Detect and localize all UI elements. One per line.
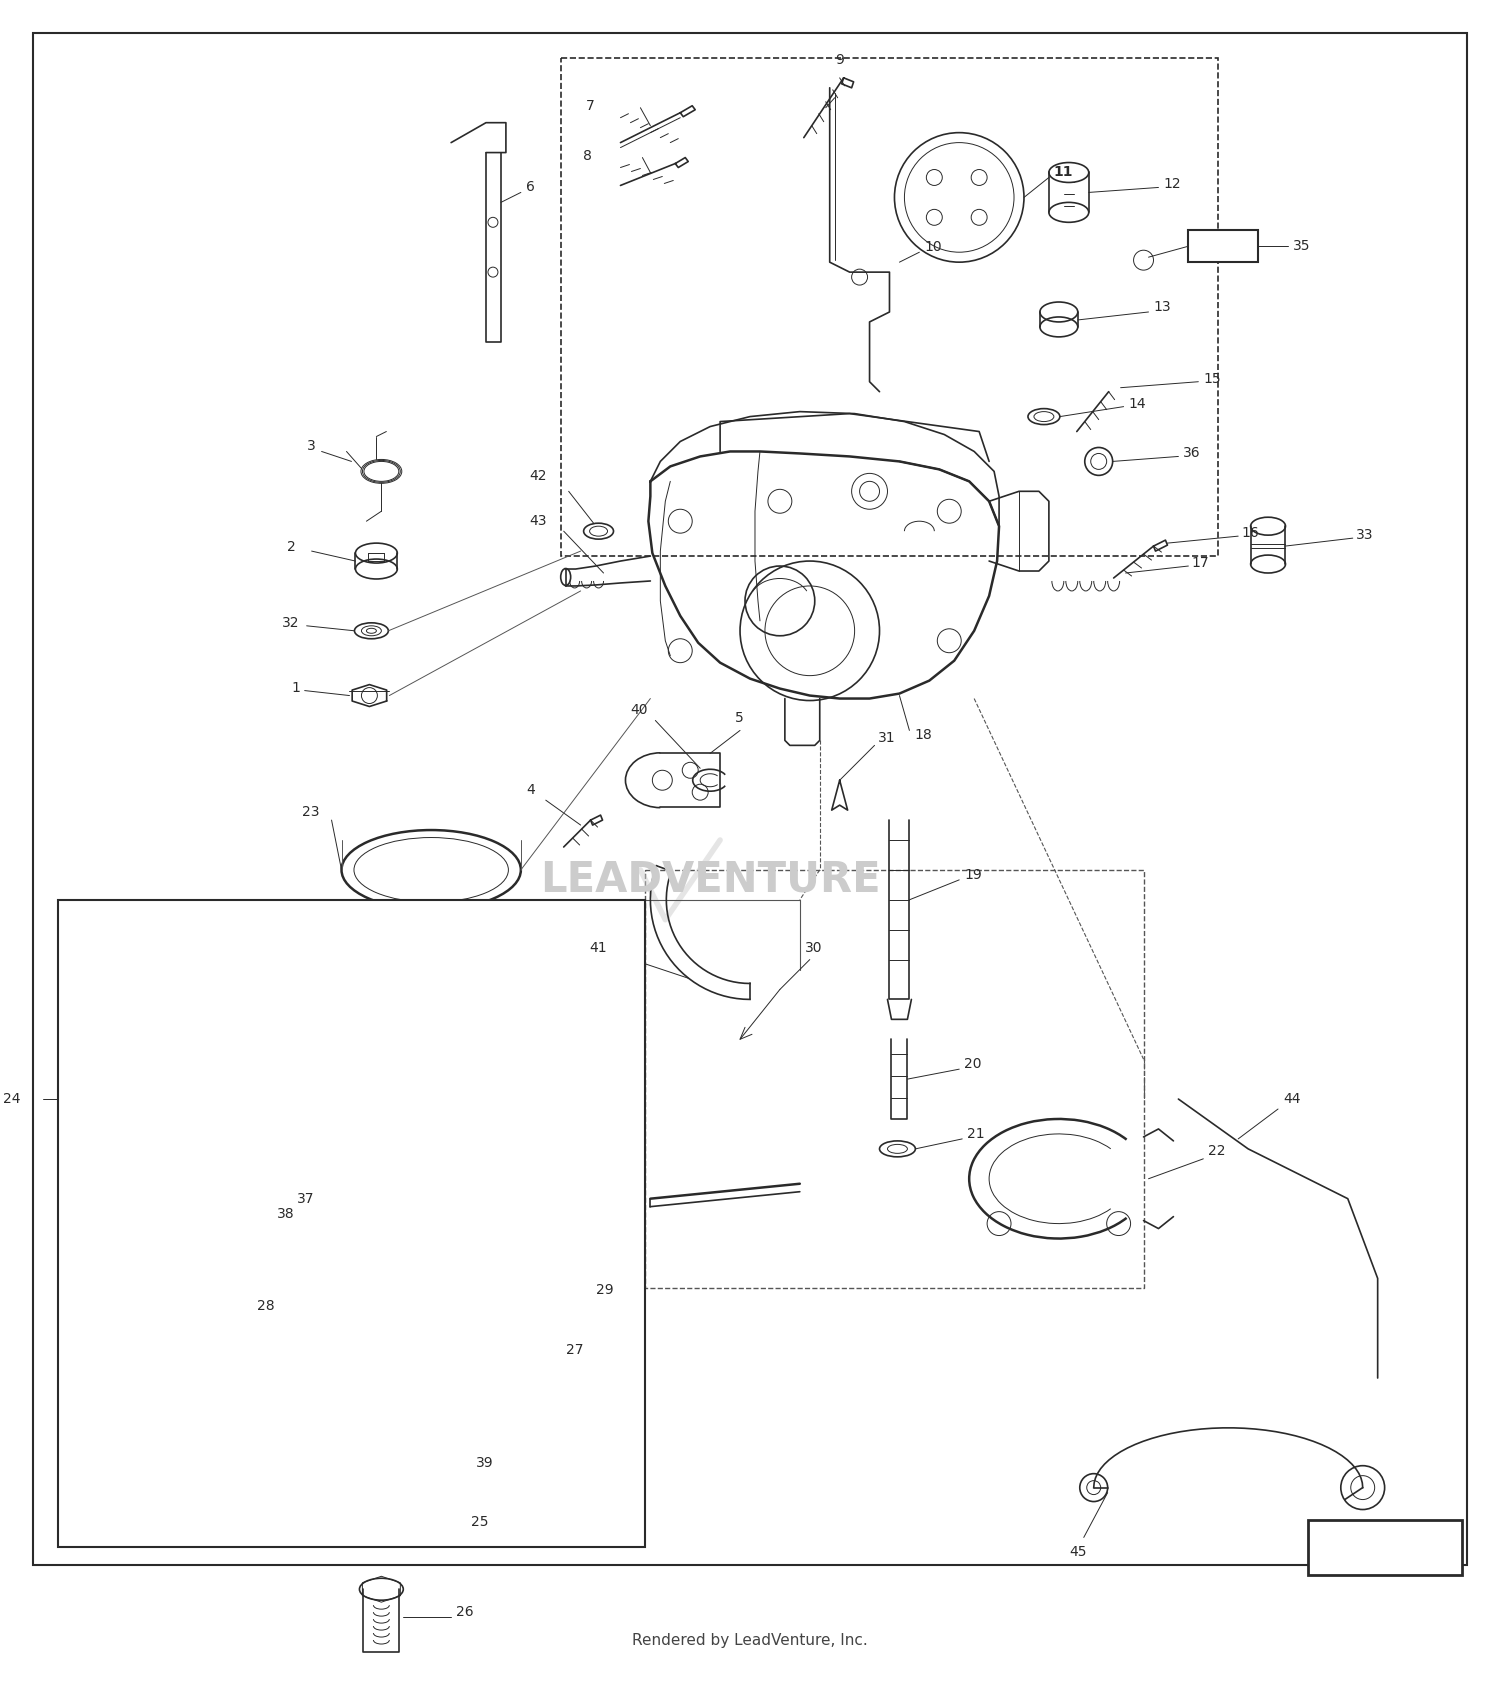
Text: 39: 39 [476, 1455, 494, 1470]
Text: 36: 36 [1184, 446, 1202, 461]
Text: 27: 27 [566, 1344, 584, 1357]
Text: Rendered by LeadVenture, Inc.: Rendered by LeadVenture, Inc. [632, 1632, 868, 1647]
Text: 16: 16 [1240, 527, 1258, 540]
Text: 11: 11 [1054, 165, 1074, 179]
Text: 1: 1 [291, 680, 300, 694]
Text: 37: 37 [297, 1192, 314, 1205]
Bar [1188, 230, 1258, 262]
Text: 14: 14 [1128, 397, 1146, 410]
Text: 40: 40 [630, 704, 648, 717]
Text: 43: 43 [530, 515, 546, 528]
Text: 31: 31 [878, 731, 896, 746]
Text: 26: 26 [456, 1605, 474, 1619]
Text: 45: 45 [1070, 1546, 1086, 1560]
Bar [57, 900, 645, 1548]
Text: 30: 30 [806, 940, 822, 955]
Text: 8: 8 [582, 149, 591, 162]
Text: 24: 24 [3, 1092, 21, 1106]
Text: 25: 25 [471, 1516, 489, 1529]
Text: 23: 23 [302, 805, 320, 819]
Text: 41: 41 [590, 942, 608, 955]
Text: 42: 42 [530, 469, 546, 483]
Text: 15: 15 [1203, 371, 1221, 387]
Text: 7: 7 [585, 98, 594, 113]
Text: 3: 3 [306, 439, 315, 454]
Text: 35: 35 [1293, 240, 1311, 253]
Text: 10: 10 [924, 240, 942, 255]
Text: 12: 12 [1164, 177, 1180, 191]
Text: 4: 4 [526, 783, 534, 797]
Text: 29: 29 [596, 1283, 613, 1298]
Text: 32: 32 [282, 616, 298, 630]
Text: 38: 38 [278, 1207, 294, 1220]
Bar [561, 57, 1218, 555]
Bar [645, 869, 1143, 1288]
Text: 33: 33 [1356, 528, 1372, 542]
Text: 22: 22 [1209, 1144, 1225, 1158]
Text: 34: 34 [1215, 240, 1231, 253]
Text: 18: 18 [915, 729, 932, 743]
Text: 2: 2 [286, 540, 296, 554]
Text: MP14540: MP14540 [1338, 1539, 1431, 1558]
Text: 20: 20 [964, 1057, 981, 1072]
Text: 28: 28 [256, 1300, 274, 1313]
Text: 21: 21 [968, 1128, 986, 1141]
Text: 44: 44 [1282, 1092, 1300, 1106]
Text: 9: 9 [834, 52, 843, 68]
Text: 19: 19 [964, 868, 982, 881]
Text: 5: 5 [735, 711, 744, 726]
Text: LEADVENTURE: LEADVENTURE [540, 859, 880, 901]
Text: 17: 17 [1191, 555, 1209, 571]
Text: 13: 13 [1154, 300, 1172, 314]
Text: 6: 6 [526, 181, 534, 194]
Bar [1308, 1521, 1462, 1575]
